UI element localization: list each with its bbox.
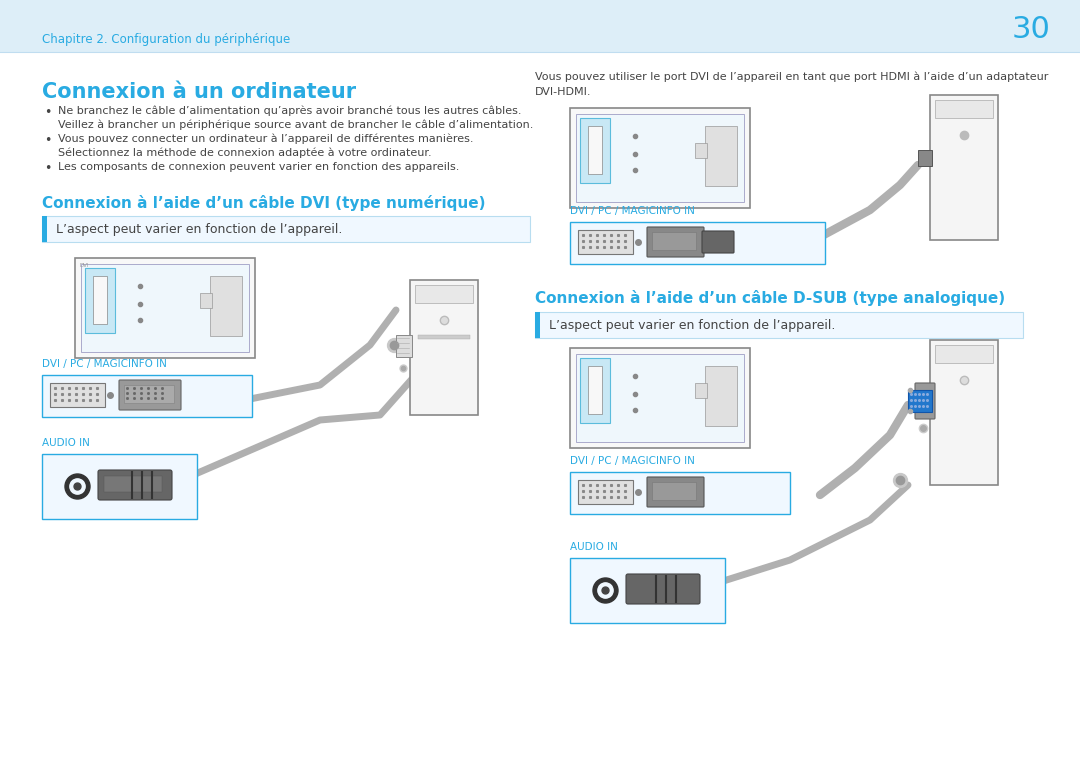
FancyBboxPatch shape (580, 118, 610, 183)
Text: Les composants de connexion peuvent varier en fonction des appareils.: Les composants de connexion peuvent vari… (58, 162, 459, 172)
FancyBboxPatch shape (908, 390, 932, 412)
Text: AUDIO IN: AUDIO IN (42, 438, 90, 448)
Text: AUDIO IN: AUDIO IN (570, 542, 618, 552)
FancyBboxPatch shape (705, 126, 737, 186)
Text: Connexion à l’aide d’un câble D-SUB (type analogique): Connexion à l’aide d’un câble D-SUB (typ… (535, 290, 1005, 306)
FancyBboxPatch shape (576, 114, 744, 202)
FancyBboxPatch shape (570, 222, 825, 264)
Text: DVI / PC / MAGICINFO IN: DVI / PC / MAGICINFO IN (570, 206, 694, 216)
FancyBboxPatch shape (652, 482, 696, 500)
FancyBboxPatch shape (410, 280, 478, 415)
Text: Sélectionnez la méthode de connexion adaptée à votre ordinateur.: Sélectionnez la méthode de connexion ada… (58, 148, 432, 159)
FancyBboxPatch shape (570, 348, 750, 448)
FancyBboxPatch shape (42, 216, 48, 242)
FancyBboxPatch shape (570, 108, 750, 208)
FancyBboxPatch shape (42, 216, 530, 242)
FancyBboxPatch shape (918, 150, 932, 166)
Text: Connexion à l’aide d’un câble DVI (type numérique): Connexion à l’aide d’un câble DVI (type … (42, 195, 486, 211)
Text: •: • (44, 106, 52, 119)
FancyBboxPatch shape (935, 100, 993, 118)
FancyBboxPatch shape (647, 227, 704, 257)
FancyBboxPatch shape (85, 268, 114, 333)
FancyBboxPatch shape (915, 383, 935, 419)
FancyBboxPatch shape (0, 0, 1080, 52)
FancyBboxPatch shape (935, 345, 993, 363)
FancyBboxPatch shape (535, 312, 540, 338)
Text: L’aspect peut varier en fonction de l’appareil.: L’aspect peut varier en fonction de l’ap… (56, 223, 342, 236)
FancyBboxPatch shape (42, 375, 252, 417)
FancyBboxPatch shape (396, 335, 411, 357)
Text: Connexion à un ordinateur: Connexion à un ordinateur (42, 82, 356, 102)
FancyBboxPatch shape (696, 383, 707, 398)
FancyBboxPatch shape (124, 385, 174, 403)
FancyBboxPatch shape (415, 285, 473, 303)
Text: •: • (44, 162, 52, 175)
Text: DVI / PC / MAGICINFO IN: DVI / PC / MAGICINFO IN (42, 359, 167, 369)
Text: L’aspect peut varier en fonction de l’appareil.: L’aspect peut varier en fonction de l’ap… (549, 318, 835, 331)
Text: Veillez à brancher un périphérique source avant de brancher le câble d’alimentat: Veillez à brancher un périphérique sourc… (58, 120, 534, 130)
FancyBboxPatch shape (588, 366, 602, 414)
FancyBboxPatch shape (930, 95, 998, 240)
FancyBboxPatch shape (418, 335, 470, 339)
FancyBboxPatch shape (626, 574, 700, 604)
Text: DVI: DVI (80, 263, 90, 268)
FancyBboxPatch shape (652, 232, 696, 250)
FancyBboxPatch shape (570, 558, 725, 623)
FancyBboxPatch shape (81, 264, 249, 352)
FancyBboxPatch shape (696, 143, 707, 158)
FancyBboxPatch shape (93, 276, 107, 324)
FancyBboxPatch shape (588, 126, 602, 174)
Text: Vous pouvez connecter un ordinateur à l’appareil de différentes manières.: Vous pouvez connecter un ordinateur à l’… (58, 134, 473, 144)
FancyBboxPatch shape (210, 276, 242, 336)
Text: Ne branchez le câble d’alimentation qu’après avoir branché tous les autres câble: Ne branchez le câble d’alimentation qu’a… (58, 106, 522, 117)
Text: •: • (44, 134, 52, 147)
FancyBboxPatch shape (578, 230, 633, 254)
Text: 30: 30 (1011, 15, 1050, 44)
FancyBboxPatch shape (535, 312, 1023, 338)
FancyBboxPatch shape (576, 354, 744, 442)
FancyBboxPatch shape (705, 366, 737, 426)
FancyBboxPatch shape (702, 231, 734, 253)
FancyBboxPatch shape (580, 358, 610, 423)
FancyBboxPatch shape (98, 470, 172, 500)
Text: Chapitre 2. Configuration du périphérique: Chapitre 2. Configuration du périphériqu… (42, 34, 291, 47)
FancyBboxPatch shape (647, 477, 704, 507)
FancyBboxPatch shape (930, 340, 998, 485)
FancyBboxPatch shape (50, 383, 105, 407)
FancyBboxPatch shape (200, 293, 212, 308)
FancyBboxPatch shape (42, 454, 197, 519)
FancyBboxPatch shape (578, 480, 633, 504)
FancyBboxPatch shape (104, 476, 162, 492)
FancyBboxPatch shape (570, 472, 789, 514)
Text: DVI / PC / MAGICINFO IN: DVI / PC / MAGICINFO IN (570, 456, 694, 466)
Text: Vous pouvez utiliser le port DVI de l’appareil en tant que port HDMI à l’aide d’: Vous pouvez utiliser le port DVI de l’ap… (535, 72, 1049, 82)
FancyBboxPatch shape (119, 380, 181, 410)
Text: DVI-HDMI.: DVI-HDMI. (535, 87, 592, 97)
FancyBboxPatch shape (75, 258, 255, 358)
